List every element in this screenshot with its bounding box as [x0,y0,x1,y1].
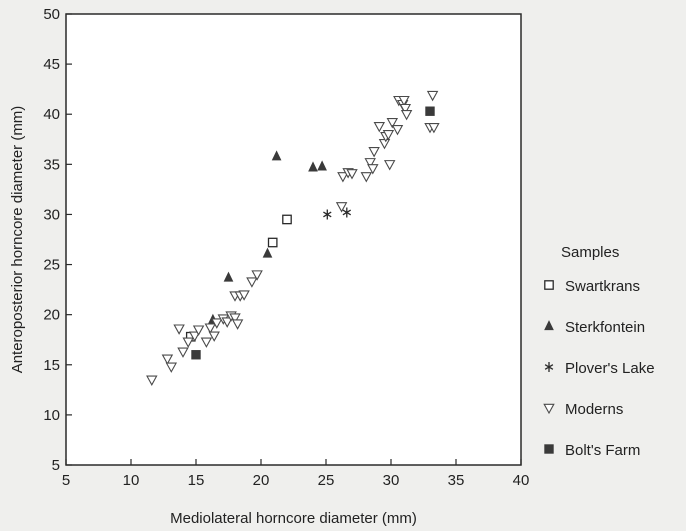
y-tick-label: 45 [43,56,60,73]
point-moderns [386,117,399,129]
point-swartkrans [282,214,292,225]
point-moderns [391,125,404,136]
y-tick-label: 20 [43,307,60,324]
y-tick-label: 40 [43,106,60,123]
x-tick-label: 10 [123,472,140,489]
legend-marker-moderns [543,403,555,415]
y-axis-title: Anteroposterior horncore diameter (mm) [9,106,26,374]
legend: Samples Swartkrans Sterkfontein Plover's L… [543,244,655,459]
x-tick-label: 35 [448,472,465,489]
legend-label-swartkrans: Swartkrans [565,278,640,295]
point-sterkfontein [271,150,282,161]
legend-marker-bolt-s-farm [544,444,554,454]
data-points [146,90,440,386]
x-axis: 5 10 15 20 25 30 35 40 [62,459,530,489]
point-bolt-s-farm [425,106,435,116]
point-swartkrans [267,237,278,248]
legend-marker-sterkfontein [544,320,554,331]
point-moderns [398,95,410,107]
y-tick-label: 50 [43,6,60,23]
point-moderns [188,331,201,342]
x-tick-label: 25 [318,472,335,489]
y-tick-label: 5 [52,457,60,474]
point-moderns [346,169,358,180]
point-moderns [211,318,223,329]
point-sterkfontein [317,160,327,171]
point-sterkfontein [308,161,318,172]
x-tick-label: 5 [62,472,70,489]
point-moderns [382,130,395,141]
point-moderns [426,90,439,102]
point-moderns [165,362,178,373]
plot-area [65,13,522,466]
x-axis-title: Mediolateral horncore diameter (mm) [170,510,417,527]
legend-label-moderns: Moderns [565,401,623,418]
point-moderns [428,123,440,134]
point-bolt-s-farm [191,350,201,360]
legend-marker-swartkrans [544,280,554,290]
point-moderns [231,319,244,330]
point-moderns [146,375,158,386]
point-moderns [204,323,217,334]
legend-title: Samples [561,244,619,261]
point-moderns [208,331,220,342]
point-moderns [368,147,380,158]
point-moderns [383,160,396,171]
y-tick-label: 30 [43,206,60,223]
point-moderns [399,103,412,115]
point-moderns [400,109,413,121]
point-moderns [360,172,373,183]
point-moderns [221,317,233,328]
point-moderns [200,337,213,348]
legend-marker-plover-s-lake [544,362,554,372]
point-moderns [335,202,348,213]
point-moderns [229,313,241,324]
point-moderns [373,121,386,133]
point-moderns [177,347,189,358]
legend-label-plover-s-lake: Plover's Lake [565,360,655,377]
point-moderns [161,354,174,365]
point-moderns [251,270,263,281]
y-tick-label: 10 [43,407,60,424]
x-tick-label: 40 [513,472,530,489]
point-plover-s-lake [323,209,332,220]
legend-label-bolt-s-farm: Bolt's Farm [565,442,640,459]
point-moderns [364,158,376,169]
y-axis: 5 10 15 20 25 30 35 40 45 50 [43,6,72,474]
x-tick-label: 15 [188,472,205,489]
x-tick-label: 30 [383,472,400,489]
point-moderns [192,325,205,336]
point-moderns [337,172,349,183]
y-tick-label: 35 [43,156,60,173]
point-moderns [182,337,194,348]
y-tick-label: 25 [43,257,60,274]
x-tick-label: 20 [253,472,270,489]
point-moderns [238,290,250,301]
legend-label-sterkfontein: Sterkfontein [565,319,645,336]
point-sterkfontein [223,271,234,282]
point-moderns [246,277,258,288]
point-moderns [367,164,379,175]
y-tick-label: 15 [43,357,60,374]
point-plover-s-lake [342,207,352,218]
point-moderns [173,324,185,335]
point-sterkfontein [262,247,273,258]
